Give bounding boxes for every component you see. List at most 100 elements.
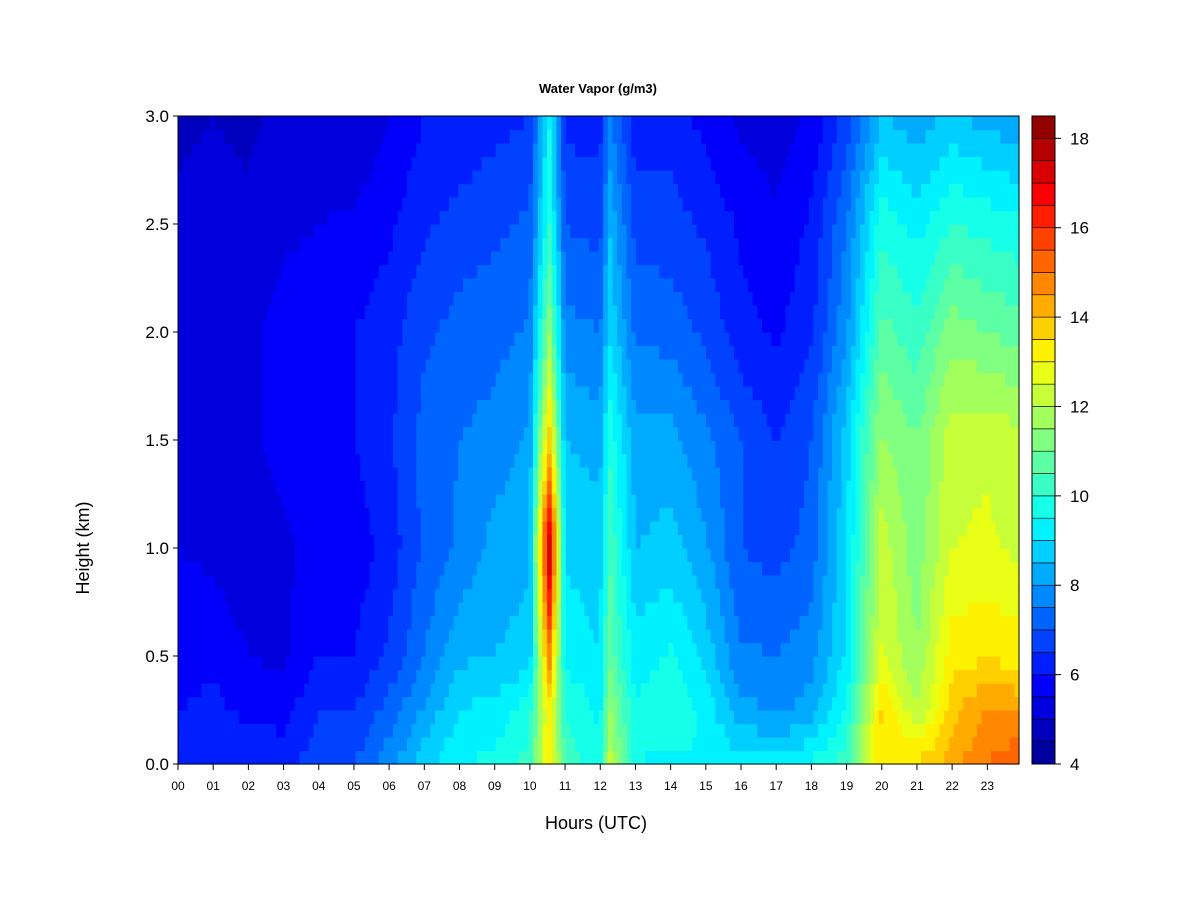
heatmap-cell bbox=[355, 237, 361, 252]
heatmap-cell bbox=[453, 183, 459, 198]
heatmap-cell bbox=[486, 399, 492, 414]
heatmap-cell bbox=[486, 305, 492, 320]
heatmap-cell bbox=[364, 291, 371, 306]
heatmap-cell bbox=[290, 278, 296, 293]
heatmap-cell bbox=[355, 750, 361, 765]
heatmap-cell bbox=[332, 399, 338, 414]
heatmap-cell bbox=[248, 345, 254, 360]
heatmap-cell bbox=[378, 669, 385, 684]
heatmap-cell bbox=[645, 291, 651, 306]
heatmap-cell bbox=[491, 386, 497, 401]
heatmap-cell bbox=[425, 561, 431, 576]
heatmap-cell bbox=[238, 345, 245, 360]
heatmap-cell bbox=[234, 642, 240, 657]
heatmap-cell bbox=[355, 224, 361, 239]
heatmap-cell bbox=[304, 494, 310, 509]
heatmap-cell bbox=[509, 642, 515, 657]
heatmap-cell bbox=[341, 642, 347, 657]
heatmap-cell bbox=[182, 440, 188, 455]
heatmap-cell bbox=[612, 183, 618, 198]
heatmap-cell bbox=[215, 750, 221, 765]
heatmap-cell bbox=[626, 116, 632, 131]
heatmap-cell bbox=[547, 710, 553, 725]
heatmap-cell bbox=[369, 156, 375, 171]
heatmap-cell bbox=[332, 143, 338, 158]
heatmap-cell bbox=[290, 359, 296, 374]
heatmap-cell bbox=[542, 548, 548, 563]
heatmap-cell bbox=[542, 615, 548, 630]
heatmap-cell bbox=[584, 494, 590, 509]
heatmap-cell bbox=[551, 561, 558, 576]
heatmap-cell bbox=[355, 575, 361, 590]
heatmap-cell bbox=[477, 210, 483, 225]
heatmap-cell bbox=[411, 372, 417, 387]
heatmap-cell bbox=[505, 129, 511, 144]
heatmap-cell bbox=[537, 183, 544, 198]
heatmap-cell bbox=[234, 494, 240, 509]
heatmap-cell bbox=[617, 629, 623, 644]
heatmap-cell bbox=[327, 737, 333, 752]
heatmap-cell bbox=[542, 318, 548, 333]
heatmap-cell bbox=[360, 588, 366, 603]
heatmap-cell bbox=[495, 710, 501, 725]
heatmap-cell bbox=[369, 548, 375, 563]
heatmap-cell bbox=[439, 318, 445, 333]
heatmap-cell bbox=[491, 170, 497, 185]
heatmap-cell bbox=[397, 750, 403, 765]
heatmap-cell bbox=[336, 305, 343, 320]
heatmap-cell bbox=[420, 345, 427, 360]
heatmap-cell bbox=[360, 129, 366, 144]
heatmap-cell bbox=[635, 467, 642, 482]
heatmap-cell bbox=[276, 588, 282, 603]
heatmap-cell bbox=[654, 143, 660, 158]
heatmap-cell bbox=[631, 467, 637, 482]
heatmap-cell bbox=[448, 494, 455, 509]
heatmap-cell bbox=[397, 710, 403, 725]
heatmap-cell bbox=[547, 723, 553, 738]
heatmap-cell bbox=[621, 251, 628, 266]
heatmap-cell bbox=[248, 534, 254, 549]
heatmap-cell bbox=[290, 143, 296, 158]
heatmap-cell bbox=[519, 210, 525, 225]
heatmap-cell bbox=[243, 332, 249, 347]
heatmap-cell bbox=[318, 237, 324, 252]
heatmap-cell bbox=[383, 507, 389, 522]
heatmap-cell bbox=[537, 291, 544, 306]
heatmap-cell bbox=[486, 183, 492, 198]
heatmap-cell bbox=[350, 696, 357, 711]
heatmap-cell bbox=[322, 534, 329, 549]
heatmap-cell bbox=[187, 548, 193, 563]
heatmap-cell bbox=[392, 656, 399, 671]
heatmap-cell bbox=[374, 453, 380, 468]
heatmap-cell bbox=[229, 197, 235, 212]
heatmap-cell bbox=[603, 170, 609, 185]
heatmap-cell bbox=[416, 210, 422, 225]
heatmap-cell bbox=[276, 332, 282, 347]
heatmap-cell bbox=[196, 345, 202, 360]
heatmap-cell bbox=[229, 507, 235, 522]
heatmap-cell bbox=[182, 507, 188, 522]
heatmap-cell bbox=[187, 534, 193, 549]
heatmap-cell bbox=[463, 426, 469, 441]
heatmap-cell bbox=[439, 575, 445, 590]
heatmap-cell bbox=[430, 264, 436, 279]
heatmap-cell bbox=[556, 750, 562, 765]
heatmap-cell bbox=[392, 440, 399, 455]
heatmap-cell bbox=[603, 480, 609, 495]
heatmap-cell bbox=[341, 710, 347, 725]
heatmap-cell bbox=[533, 480, 539, 495]
heatmap-cell bbox=[280, 669, 287, 684]
heatmap-cell bbox=[640, 534, 646, 549]
heatmap-cell bbox=[467, 318, 473, 333]
heatmap-cell bbox=[215, 251, 221, 266]
heatmap-cell bbox=[299, 440, 305, 455]
heatmap-cell bbox=[603, 116, 609, 131]
heatmap-cell bbox=[425, 332, 431, 347]
heatmap-cell bbox=[556, 170, 562, 185]
heatmap-cell bbox=[178, 129, 184, 144]
heatmap-cell bbox=[392, 507, 399, 522]
heatmap-cell bbox=[467, 575, 473, 590]
heatmap-cell bbox=[416, 305, 422, 320]
heatmap-cell bbox=[434, 156, 441, 171]
heatmap-cell bbox=[649, 426, 656, 441]
